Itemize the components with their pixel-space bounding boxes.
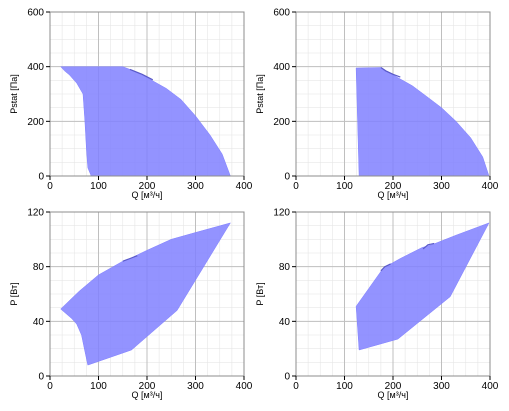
y-tick-label: 600 [273, 8, 290, 19]
y-tick-label: 400 [27, 62, 44, 73]
x-tick-label: 300 [187, 181, 204, 192]
x-axis-label: Q [м³/ч] [378, 390, 409, 400]
y-tick-label: 40 [279, 317, 291, 328]
y-tick-label: 200 [27, 117, 44, 128]
y-tick-label: 80 [33, 262, 45, 273]
x-tick-label: 0 [293, 181, 299, 192]
x-tick-label: 100 [90, 181, 107, 192]
y-axis-label: P [Вт] [255, 282, 265, 305]
y-tick-label: 200 [273, 117, 290, 128]
y-tick-label: 0 [38, 172, 44, 183]
y-tick-label: 600 [27, 8, 44, 19]
y-tick-label: 40 [33, 317, 45, 328]
x-tick-label: 100 [336, 181, 353, 192]
chart-panel-2: 0 100 200 300 400 0 200 400 600 Q [м³/ч] Pstat [Па… [255, 8, 499, 201]
region-edge [380, 67, 401, 78]
region-edge [122, 255, 138, 262]
x-tick-label: 0 [47, 381, 53, 392]
x-tick-label: 400 [236, 381, 253, 392]
region-edge [380, 263, 391, 272]
y-axis-label: Pstat [Па] [255, 74, 265, 114]
y-tick-label: 0 [284, 372, 290, 383]
x-tick-label: 200 [385, 181, 402, 192]
operating-region [60, 222, 231, 366]
y-tick-label: 80 [279, 262, 291, 273]
y-axis-label: Pstat [Па] [9, 74, 19, 114]
x-axis-label: Q [м³/ч] [132, 390, 163, 400]
x-tick-label: 200 [139, 381, 156, 392]
y-tick-label: 120 [27, 208, 44, 219]
x-tick-label: 0 [293, 381, 299, 392]
x-tick-label: 400 [482, 181, 499, 192]
region-edge [129, 68, 154, 81]
x-axis-label: Q [м³/ч] [132, 190, 163, 200]
y-tick-label: 0 [284, 172, 290, 183]
chart-panel-4: 0 100 200 300 400 0 40 80 120 Q [м³/ч] P [Вт] [255, 208, 499, 401]
chart-panel-1: 0 100 200 300 400 0 200 400 600 Q [м³/ч] Pstat [Па… [9, 8, 253, 201]
x-tick-label: 100 [336, 381, 353, 392]
x-tick-label: 300 [433, 381, 450, 392]
x-tick-label: 400 [482, 381, 499, 392]
x-tick-label: 400 [236, 181, 253, 192]
region-edge [422, 242, 435, 250]
y-axis-label: P [Вт] [9, 282, 19, 305]
x-axis-label: Q [м³/ч] [378, 190, 409, 200]
x-tick-label: 300 [187, 381, 204, 392]
operating-region [355, 222, 490, 351]
x-tick-label: 200 [139, 181, 156, 192]
y-tick-label: 400 [273, 62, 290, 73]
y-tick-label: 0 [38, 372, 44, 383]
x-tick-label: 0 [47, 181, 53, 192]
chart-panel-3: 0 100 200 300 400 0 40 80 120 Q [м³/ч] P [Вт] [9, 208, 253, 401]
x-tick-label: 200 [385, 381, 402, 392]
x-tick-label: 300 [433, 181, 450, 192]
x-tick-label: 100 [90, 381, 107, 392]
y-tick-label: 120 [273, 208, 290, 219]
